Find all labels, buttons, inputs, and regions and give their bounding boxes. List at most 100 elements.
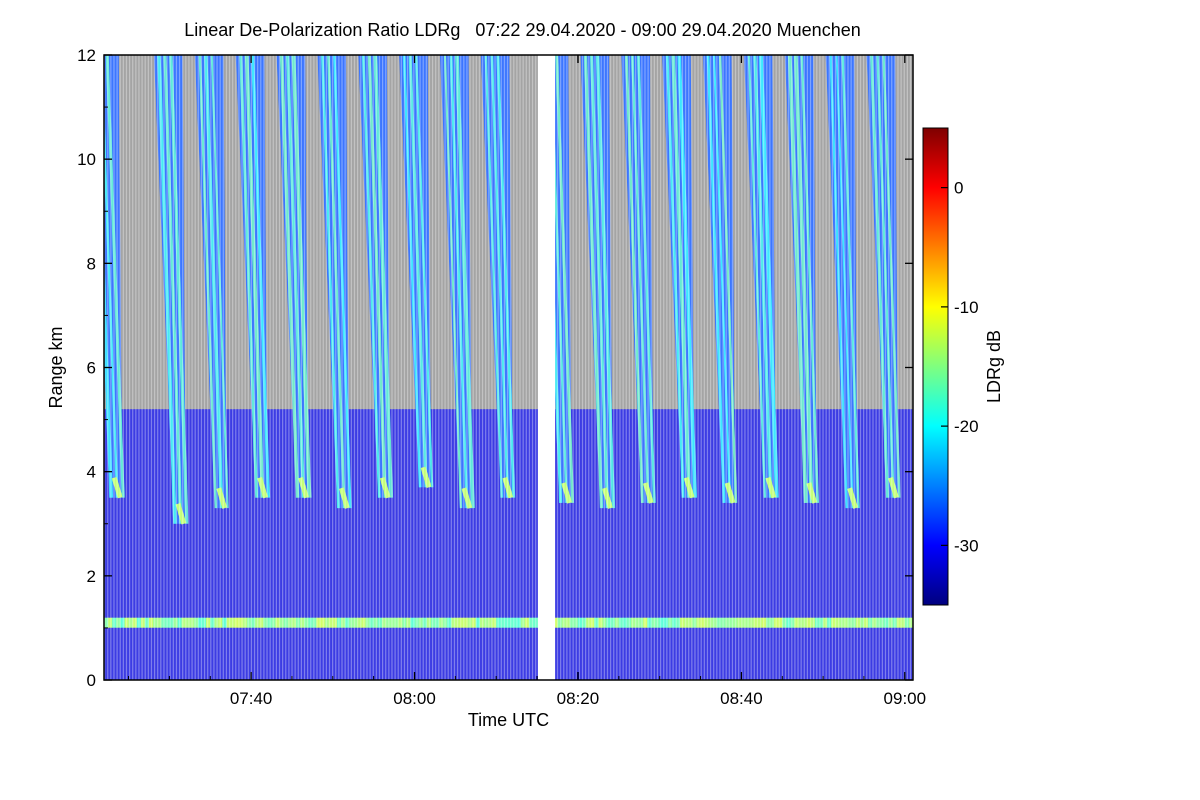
melting-layer-cell	[173, 617, 179, 628]
profile-stripe	[123, 55, 125, 680]
profile-stripe	[458, 55, 460, 680]
melting-layer-cell	[300, 617, 305, 628]
profile-stripe	[129, 55, 130, 680]
profile-stripe	[118, 55, 120, 680]
x-tick-label: 07:40	[230, 689, 273, 708]
profile-stripe	[664, 55, 666, 680]
profile-stripe	[783, 55, 785, 680]
profile-stripe	[527, 55, 529, 680]
profile-stripe	[695, 55, 697, 680]
profile-stripe	[895, 55, 897, 680]
profile-stripe	[746, 55, 748, 680]
profile-stripe	[387, 55, 389, 680]
profile-stripe	[201, 55, 202, 680]
profile-stripe	[474, 55, 476, 680]
data-gap	[537, 55, 556, 680]
profile-stripe	[133, 55, 135, 680]
profile-stripe	[615, 55, 617, 680]
profile-stripe	[602, 55, 604, 680]
profile-stripe	[655, 55, 657, 680]
profile-stripe	[883, 55, 885, 680]
melting-layer-cell	[835, 617, 840, 628]
profile-stripe	[140, 55, 142, 680]
melting-layer-cell	[410, 617, 416, 628]
profile-stripe	[593, 55, 595, 680]
profile-stripe	[792, 55, 794, 680]
melting-layer-cell	[741, 617, 746, 628]
profile-stripe	[314, 55, 316, 680]
melting-layer-cell	[651, 617, 657, 628]
profile-stripe	[607, 55, 608, 680]
profile-stripe	[645, 55, 647, 680]
profile-stripe	[870, 55, 872, 680]
melting-layer-cell	[488, 617, 493, 628]
colorbar-axis: 0 -10 -20 -30	[941, 179, 979, 555]
profile-stripe	[170, 55, 172, 680]
profile-stripe	[296, 55, 298, 680]
profile-stripe	[849, 55, 851, 680]
profile-stripe	[139, 55, 141, 680]
profile-stripe	[224, 55, 226, 680]
profile-stripe	[843, 55, 845, 680]
profile-stripe	[745, 55, 747, 680]
melting-layer-cell	[373, 617, 379, 628]
profile-stripe	[426, 55, 428, 680]
profile-stripe	[867, 55, 869, 680]
profile-stripe	[723, 55, 725, 680]
profile-stripe	[311, 55, 313, 680]
melting-layer-cell	[340, 617, 346, 628]
profile-stripe	[208, 55, 210, 680]
profile-stripe	[452, 55, 454, 680]
profile-stripe	[270, 55, 272, 680]
profile-stripe	[254, 55, 255, 680]
melting-layer-cell	[447, 617, 452, 628]
heatmap-layer	[104, 55, 913, 680]
melting-layer-cell	[304, 617, 309, 628]
melting-layer-cell	[524, 617, 530, 628]
melting-layer-cell	[635, 617, 640, 628]
profile-stripe	[621, 55, 623, 680]
melting-layer-cell	[667, 617, 673, 628]
profile-stripe	[284, 55, 286, 680]
profile-stripe	[557, 55, 558, 680]
profile-stripe	[790, 55, 792, 680]
profile-stripe	[826, 55, 828, 680]
profile-stripe	[486, 55, 488, 680]
y-tick-label: 0	[87, 671, 96, 690]
profile-stripe	[742, 55, 744, 680]
profile-stripe	[165, 55, 167, 680]
profile-stripe	[582, 55, 583, 680]
profile-stripe	[524, 55, 526, 680]
profile-stripe	[455, 55, 457, 680]
profile-stripe	[393, 55, 395, 680]
profile-stripe	[187, 55, 189, 680]
profile-stripe	[124, 55, 126, 680]
profile-stripe	[807, 55, 808, 680]
profile-stripe	[396, 55, 398, 680]
melting-layer-cell	[263, 617, 268, 628]
profile-stripe	[599, 55, 601, 680]
profile-stripe	[136, 55, 138, 680]
profile-stripe	[479, 55, 480, 680]
profile-stripe	[502, 55, 504, 680]
profile-stripe	[771, 55, 773, 680]
melting-layer-cell	[320, 617, 326, 628]
profile-stripe	[854, 55, 856, 680]
y-tick-label: 10	[77, 150, 96, 169]
profile-stripe	[423, 55, 425, 680]
profile-stripe	[424, 55, 426, 680]
x-axis: 07:40 08:00 08:20 08:40 09:00	[128, 55, 926, 708]
profile-stripe	[183, 55, 185, 680]
profile-stripe	[693, 55, 695, 680]
profile-stripe	[605, 55, 607, 680]
profile-stripe	[451, 55, 453, 680]
profile-stripe	[430, 55, 432, 680]
profile-stripe	[352, 55, 354, 680]
profile-stripe	[196, 55, 198, 680]
profile-stripe	[521, 55, 523, 680]
profile-stripe	[373, 55, 375, 680]
profile-stripe	[199, 55, 201, 680]
profile-stripe	[711, 55, 713, 680]
profile-stripe	[226, 55, 227, 680]
profile-stripe	[489, 55, 491, 680]
